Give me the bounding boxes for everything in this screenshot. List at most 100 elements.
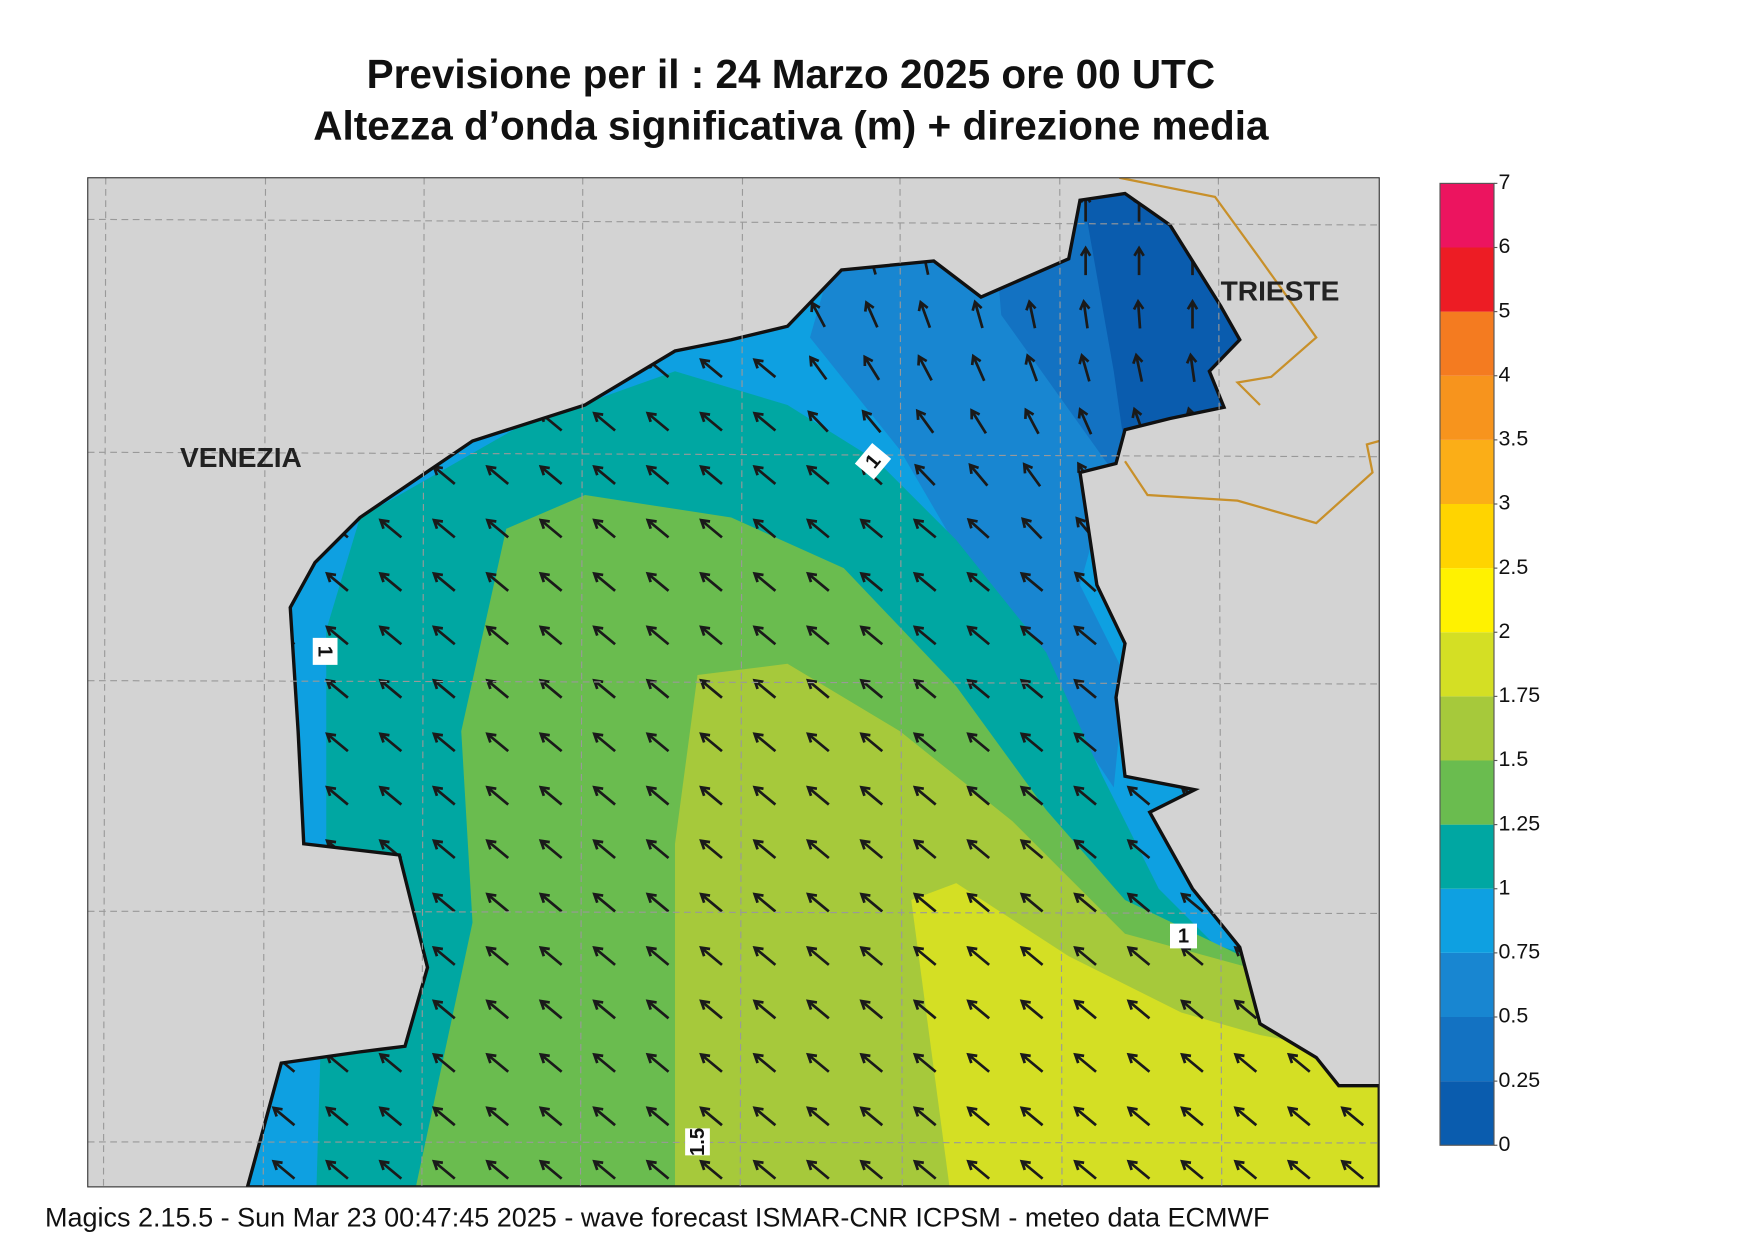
arrow — [917, 299, 932, 329]
arrow — [912, 839, 937, 860]
arrow — [1180, 1052, 1204, 1073]
colorbar-label: 0.5 — [1499, 1004, 1529, 1028]
colorbar-label: 1.5 — [1499, 747, 1529, 771]
arrow — [538, 465, 563, 485]
arrow — [807, 410, 829, 433]
arrow — [863, 300, 879, 328]
arrow — [1286, 1106, 1311, 1127]
contour-label: 1.5 — [685, 1128, 710, 1156]
arrow — [966, 892, 991, 913]
map-frame — [87, 177, 1380, 1188]
arrow — [1132, 352, 1144, 382]
arrow — [645, 625, 670, 646]
arrow — [806, 1159, 830, 1180]
arrow — [538, 892, 563, 913]
arrow — [859, 571, 884, 592]
arrow — [645, 785, 670, 806]
arrow — [752, 1106, 777, 1127]
arrow — [431, 571, 456, 592]
contour-label-text: 1 — [1178, 925, 1189, 947]
label-box — [1170, 923, 1197, 949]
arrow — [1185, 352, 1198, 382]
arrow — [1126, 1052, 1151, 1073]
arrow — [912, 732, 937, 753]
arrow — [966, 1159, 991, 1180]
arrow — [538, 1052, 563, 1073]
colorbar-swatch — [1440, 696, 1494, 761]
arrow — [966, 517, 990, 539]
arrow — [859, 1052, 884, 1073]
label-box — [685, 1128, 710, 1156]
arrow — [1079, 245, 1092, 276]
arrow — [966, 1106, 991, 1127]
footer: Magics 2.15.5 - Sun Mar 23 00:47:45 2025… — [45, 1202, 1269, 1232]
arrow — [592, 839, 616, 860]
colorbar-swatch — [1440, 1017, 1494, 1082]
arrow — [859, 518, 884, 539]
arrow — [1073, 1106, 1097, 1127]
arrow — [485, 892, 510, 913]
arrow — [806, 999, 830, 1020]
arrow — [859, 1106, 884, 1127]
contour-label-text: 1.5 — [687, 1128, 709, 1156]
arrow — [378, 518, 403, 539]
arrow — [325, 732, 349, 753]
arrow — [912, 945, 937, 966]
colorbar-swatch — [1440, 632, 1494, 697]
arrow — [1186, 298, 1199, 329]
arrow — [1019, 571, 1044, 592]
arrow — [699, 518, 723, 539]
arrow — [485, 785, 510, 806]
arrow — [752, 1159, 777, 1180]
arrow — [431, 839, 456, 860]
arrow — [645, 411, 670, 432]
border — [1119, 177, 1380, 525]
arrow — [752, 999, 777, 1020]
arrow — [1340, 1106, 1365, 1127]
arrow — [699, 892, 723, 913]
colorbar-swatch — [1440, 247, 1494, 312]
arrow — [431, 945, 456, 966]
arrow — [485, 518, 510, 539]
arrow — [592, 999, 616, 1020]
arrow — [1126, 1159, 1151, 1180]
colorbar-swatch — [1440, 504, 1494, 569]
arrow — [592, 785, 616, 806]
arrow — [378, 1052, 403, 1073]
arrow — [806, 518, 830, 539]
arrow — [592, 732, 616, 753]
arrow — [538, 1159, 563, 1180]
arrow — [378, 1106, 403, 1127]
arrow — [1126, 1106, 1151, 1127]
arrow — [806, 1052, 830, 1073]
arrow — [485, 465, 510, 485]
arrow — [752, 892, 777, 913]
arrow — [1073, 945, 1097, 966]
map — [87, 177, 1380, 1187]
arrow — [485, 1052, 510, 1073]
arrow — [592, 571, 616, 592]
arrow — [752, 358, 777, 379]
arrow — [645, 839, 670, 860]
arrow — [752, 518, 777, 539]
arrow — [912, 1106, 937, 1127]
arrow — [863, 354, 881, 381]
arrow — [1019, 732, 1044, 753]
colorbar-label: 0.75 — [1499, 940, 1541, 964]
arrow — [912, 1159, 937, 1180]
arrow — [915, 408, 935, 434]
colorbar-label: 6 — [1499, 234, 1511, 258]
arrow — [538, 999, 563, 1020]
colorbar-label: 0 — [1499, 1132, 1511, 1156]
arrow — [1025, 299, 1037, 329]
arrow — [1073, 839, 1097, 860]
arrow — [1133, 245, 1145, 276]
arrow — [966, 839, 991, 860]
arrow — [485, 1106, 510, 1127]
arrow — [645, 518, 670, 539]
arrow — [1077, 407, 1093, 435]
arrow — [645, 465, 670, 485]
arrow — [431, 1052, 456, 1073]
arrow — [1022, 462, 1042, 488]
arrow — [1073, 785, 1097, 806]
